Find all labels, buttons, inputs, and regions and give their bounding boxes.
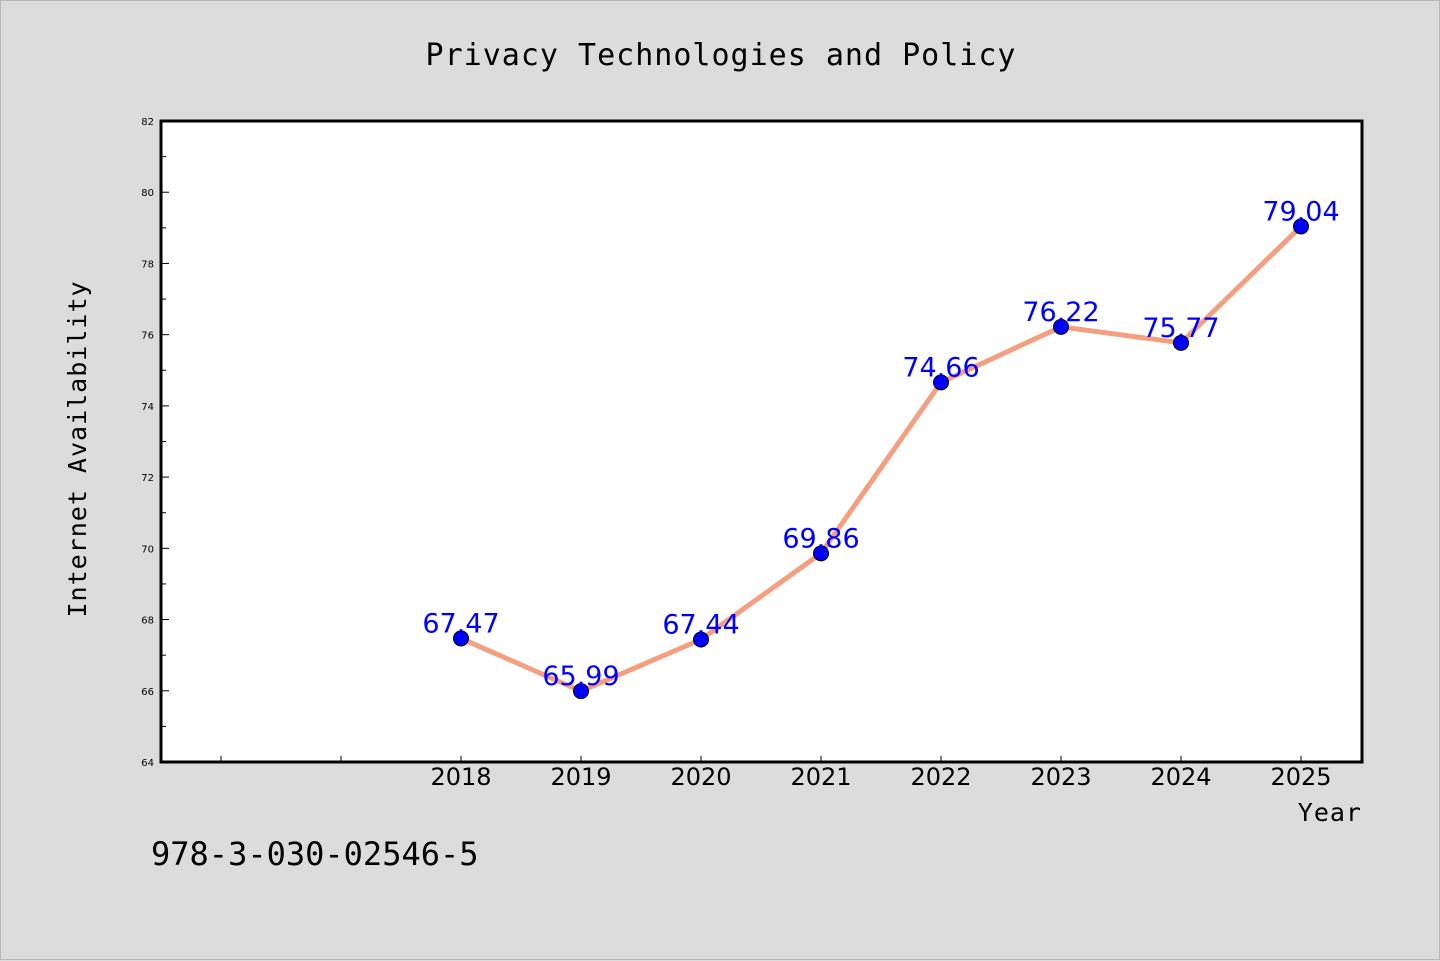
data-label: 79.04 <box>1262 196 1339 227</box>
data-label: 76.22 <box>1022 297 1099 328</box>
y-tick-label: 72 <box>141 473 154 484</box>
x-tick-label: 2021 <box>790 763 851 791</box>
data-label: 67.47 <box>422 608 499 639</box>
x-tick-label: 2018 <box>430 763 491 791</box>
data-label: 67.44 <box>662 609 739 640</box>
y-tick-label: 82 <box>141 117 154 128</box>
y-tick-label: 74 <box>141 402 154 413</box>
chart-title: Privacy Technologies and Policy <box>426 38 1017 73</box>
x-axis-label: Year <box>1298 798 1362 827</box>
data-point <box>693 631 709 648</box>
x-axis: 2018 2019 2020 2021 2022 2023 2024 2025 <box>220 756 1332 791</box>
y-tick-label: 70 <box>141 544 154 555</box>
x-tick-label: 2024 <box>1150 763 1211 791</box>
data-point <box>933 374 949 391</box>
x-tick-label: 2023 <box>1030 763 1091 791</box>
data-label: 74.66 <box>902 352 979 383</box>
y-tick-label: 80 <box>141 188 154 199</box>
y-tick-label: 66 <box>141 687 154 698</box>
x-tick-label: 2025 <box>1270 763 1331 791</box>
y-tick-label: 78 <box>141 259 154 270</box>
data-point <box>453 630 469 647</box>
data-labels-group: 67.47 65.99 67.44 69.86 74.66 76.22 75.77 79.04 <box>422 196 1339 692</box>
y-tick-label: 76 <box>141 331 154 342</box>
data-label: 65.99 <box>542 661 619 692</box>
y-tick-label: 68 <box>141 616 154 627</box>
data-point <box>573 683 589 700</box>
series-line <box>458 223 1304 694</box>
x-tick-label: 2020 <box>670 763 731 791</box>
data-point <box>1173 334 1189 351</box>
x-tick-label: 2022 <box>910 763 971 791</box>
data-point <box>1053 318 1069 335</box>
x-tick-label: 2019 <box>550 763 611 791</box>
series-line-group <box>458 223 1304 694</box>
data-point <box>813 545 829 562</box>
plot-area <box>159 119 1364 764</box>
markers-group <box>453 218 1309 700</box>
y-axis: 64 66 68 70 72 74 76 78 80 82 <box>141 117 169 769</box>
isbn-text: 978-3-030-02546-5 <box>151 835 479 873</box>
data-label: 69.86 <box>782 523 859 554</box>
y-axis-label: Internet Availability <box>63 280 92 617</box>
y-tick-label: 64 <box>141 758 154 769</box>
data-label: 75.77 <box>1142 313 1219 344</box>
data-point <box>1293 218 1309 235</box>
